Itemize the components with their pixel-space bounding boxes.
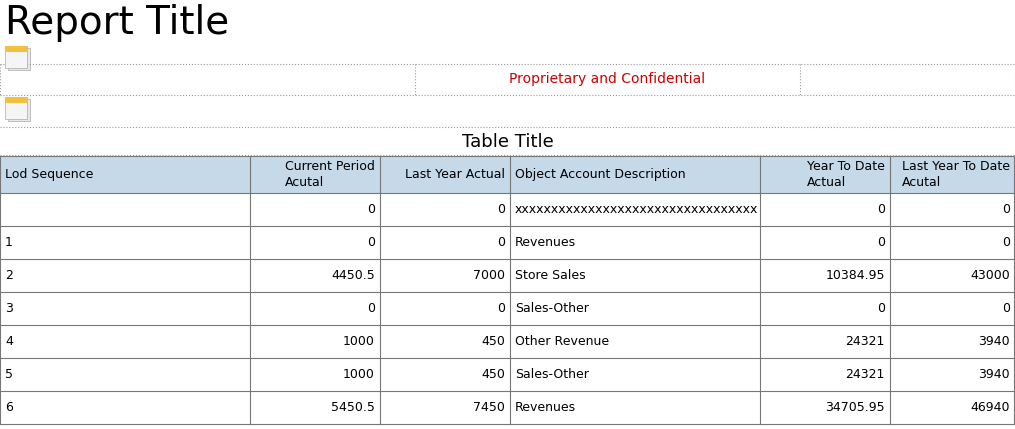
- Text: 1: 1: [5, 236, 13, 249]
- Bar: [5, 46, 27, 52]
- Bar: [0, 156, 1015, 193]
- Text: 5450.5: 5450.5: [331, 401, 375, 414]
- Text: Store Sales: Store Sales: [515, 269, 586, 282]
- Text: Sales-Other: Sales-Other: [515, 368, 589, 381]
- Text: Object Account Description: Object Account Description: [515, 168, 685, 181]
- Text: Revenues: Revenues: [515, 236, 577, 249]
- Text: 3940: 3940: [978, 335, 1010, 348]
- Text: 0: 0: [1002, 302, 1010, 315]
- Bar: [0, 358, 1015, 391]
- Text: Report Title: Report Title: [5, 4, 229, 42]
- Text: 0: 0: [367, 236, 375, 249]
- Text: 0: 0: [1002, 236, 1010, 249]
- Text: Year To Date
Actual: Year To Date Actual: [807, 160, 885, 188]
- Text: Last Year Actual: Last Year Actual: [405, 168, 505, 181]
- Text: 46940: 46940: [970, 401, 1010, 414]
- Bar: [0, 325, 1015, 358]
- Text: 1000: 1000: [343, 368, 375, 381]
- Text: 0: 0: [497, 236, 505, 249]
- Text: 24321: 24321: [845, 335, 885, 348]
- FancyBboxPatch shape: [5, 46, 27, 68]
- Text: Sales-Other: Sales-Other: [515, 302, 589, 315]
- Text: 0: 0: [877, 236, 885, 249]
- FancyBboxPatch shape: [8, 48, 30, 70]
- Bar: [0, 259, 1015, 292]
- Text: 7450: 7450: [473, 401, 505, 414]
- Text: 450: 450: [481, 368, 505, 381]
- Text: Other Revenue: Other Revenue: [515, 335, 609, 348]
- Text: 0: 0: [1002, 203, 1010, 216]
- FancyBboxPatch shape: [5, 97, 27, 119]
- Text: 1000: 1000: [343, 335, 375, 348]
- Bar: [0, 193, 1015, 226]
- Text: 0: 0: [497, 203, 505, 216]
- Text: 0: 0: [367, 203, 375, 216]
- Text: Last Year To Date
Acutal: Last Year To Date Acutal: [902, 160, 1010, 188]
- Text: 0: 0: [877, 203, 885, 216]
- Bar: [5, 97, 27, 103]
- Text: xxxxxxxxxxxxxxxxxxxxxxxxxxxxxxxxx: xxxxxxxxxxxxxxxxxxxxxxxxxxxxxxxxx: [515, 203, 758, 216]
- Text: 4450.5: 4450.5: [331, 269, 375, 282]
- Text: 0: 0: [497, 302, 505, 315]
- Text: Current Period
Acutal: Current Period Acutal: [285, 160, 375, 188]
- Text: Table Title: Table Title: [462, 133, 553, 151]
- Bar: [0, 226, 1015, 259]
- Text: 43000: 43000: [970, 269, 1010, 282]
- Text: 450: 450: [481, 335, 505, 348]
- Text: Proprietary and Confidential: Proprietary and Confidential: [510, 73, 705, 87]
- Text: 0: 0: [367, 302, 375, 315]
- Text: 7000: 7000: [473, 269, 505, 282]
- Text: 5: 5: [5, 368, 13, 381]
- Text: 0: 0: [877, 302, 885, 315]
- FancyBboxPatch shape: [8, 99, 30, 121]
- Bar: [0, 391, 1015, 424]
- Text: Lod Sequence: Lod Sequence: [5, 168, 93, 181]
- Text: 2: 2: [5, 269, 13, 282]
- Text: 3940: 3940: [978, 368, 1010, 381]
- Text: 6: 6: [5, 401, 13, 414]
- Text: 3: 3: [5, 302, 13, 315]
- Text: 4: 4: [5, 335, 13, 348]
- Text: 10384.95: 10384.95: [825, 269, 885, 282]
- Bar: [0, 292, 1015, 325]
- Text: 34705.95: 34705.95: [825, 401, 885, 414]
- Text: 24321: 24321: [845, 368, 885, 381]
- Text: Revenues: Revenues: [515, 401, 577, 414]
